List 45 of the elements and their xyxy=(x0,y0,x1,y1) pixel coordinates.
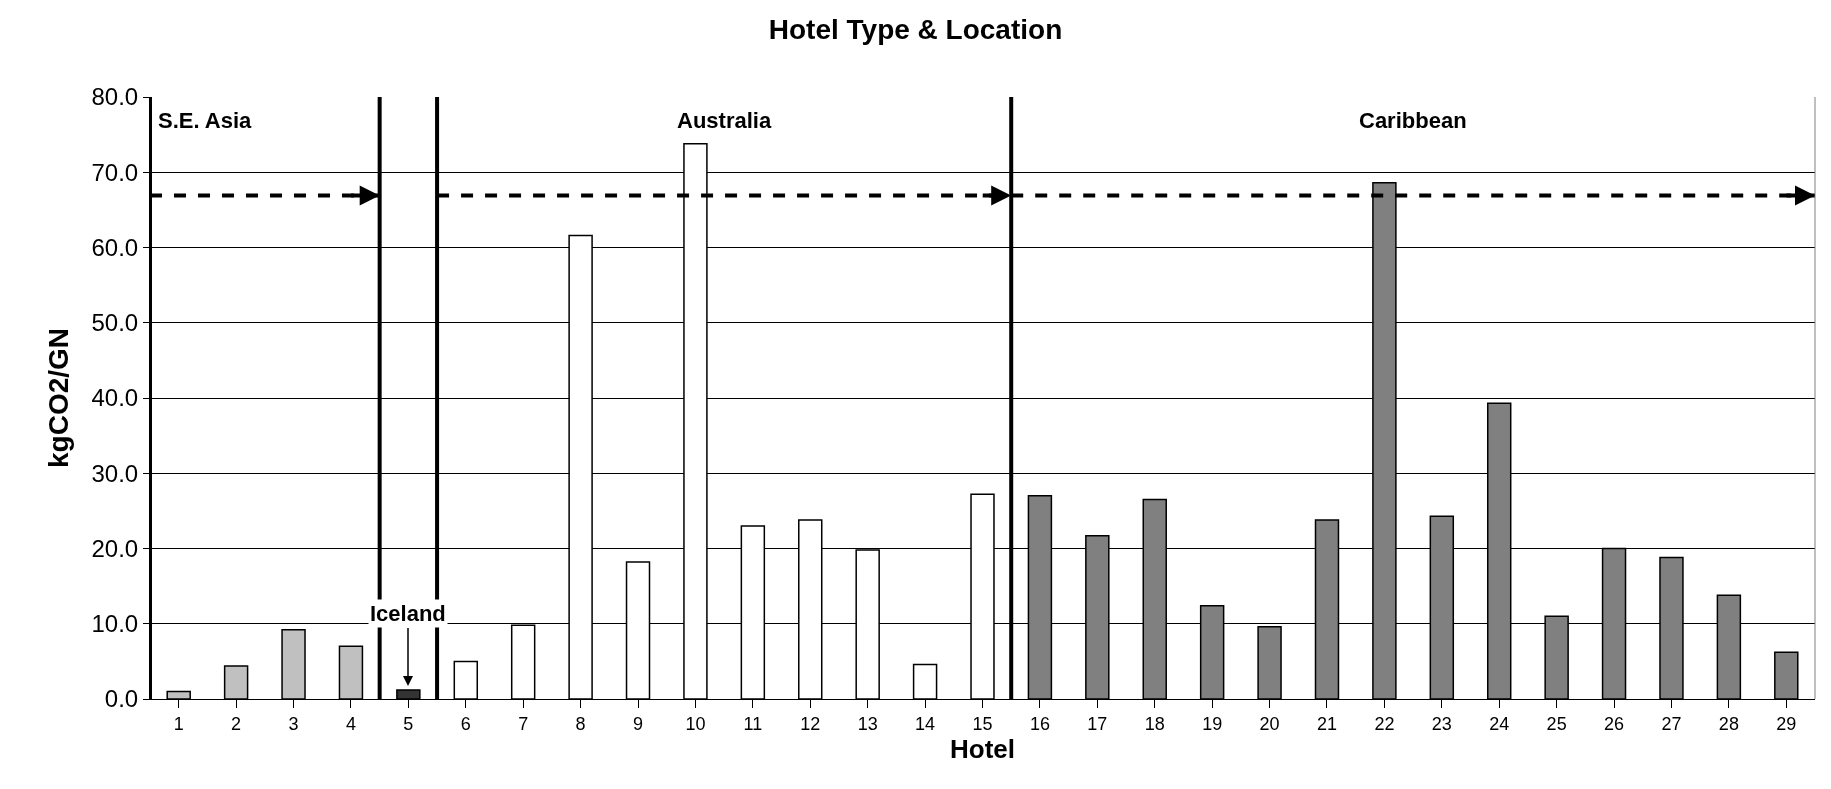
annotation: Iceland xyxy=(370,601,446,626)
annotation: Caribbean xyxy=(1359,108,1467,133)
x-tick-label: 7 xyxy=(518,713,529,734)
x-axis-title: Hotel xyxy=(950,733,1015,764)
annotation: Australia xyxy=(677,108,772,133)
x-tick-label: 28 xyxy=(1718,713,1739,734)
y-tick-label: 80.0 xyxy=(91,83,139,111)
y-tick-label: 0.0 xyxy=(104,685,139,713)
x-tick-label: 1 xyxy=(173,713,184,734)
x-tick-label: 25 xyxy=(1546,713,1567,734)
x-tick-label: 18 xyxy=(1144,713,1165,734)
y-tick-label: 60.0 xyxy=(91,233,139,261)
x-tick-label: 3 xyxy=(288,713,299,734)
x-tick-label: 23 xyxy=(1431,713,1452,734)
y-tick-label: 10.0 xyxy=(91,610,139,638)
x-tick-label: 29 xyxy=(1776,713,1797,734)
y-tick-label: 50.0 xyxy=(91,309,139,337)
y-tick-label: 40.0 xyxy=(91,384,139,412)
y-tick-label: 70.0 xyxy=(91,158,139,186)
x-tick-label: 15 xyxy=(972,713,993,734)
x-tick-label: 19 xyxy=(1202,713,1223,734)
x-tick-label: 11 xyxy=(743,713,763,734)
x-tick-label: 10 xyxy=(685,713,706,734)
x-tick-label: 22 xyxy=(1374,713,1395,734)
x-tick-label: 16 xyxy=(1029,713,1050,734)
x-tick-label: 4 xyxy=(345,713,356,734)
x-tick-label: 5 xyxy=(403,713,414,734)
x-tick-label: 24 xyxy=(1489,713,1510,734)
y-tick-label: 20.0 xyxy=(91,534,139,562)
chart-title: Hotel Type & Location xyxy=(768,14,1063,46)
y-axis-title: kgCO2/GN xyxy=(43,327,75,469)
x-tick-label: 9 xyxy=(633,713,644,734)
x-tick-label: 13 xyxy=(857,713,878,734)
x-tick-label: 14 xyxy=(915,713,936,734)
x-tick-label: 20 xyxy=(1259,713,1280,734)
x-tick-label: 21 xyxy=(1316,713,1337,734)
x-tick-label: 26 xyxy=(1604,713,1625,734)
x-tick-label: 8 xyxy=(575,713,586,734)
x-tick-label: 27 xyxy=(1661,713,1682,734)
x-tick-label: 2 xyxy=(231,713,242,734)
annotation: S.E. Asia xyxy=(158,108,253,133)
y-tick-label: 30.0 xyxy=(91,459,139,487)
x-tick-label: 6 xyxy=(460,713,471,734)
x-tick-label: 12 xyxy=(800,713,821,734)
x-tick-label: 17 xyxy=(1087,713,1108,734)
